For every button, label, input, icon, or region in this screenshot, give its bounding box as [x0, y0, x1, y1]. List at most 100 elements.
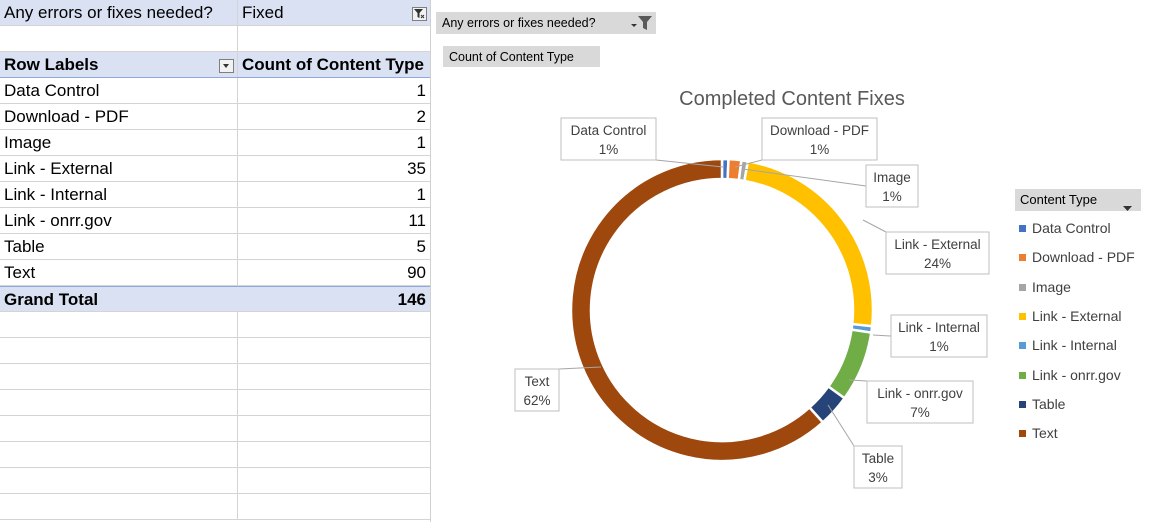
data-label-link-external[interactable]: Link - External 24%	[885, 231, 990, 275]
empty-cell[interactable]	[237, 494, 430, 519]
data-label-percent: 1%	[929, 339, 949, 354]
legend-label: Link - Internal	[1032, 337, 1117, 354]
data-label-table[interactable]: Table 3%	[853, 445, 903, 489]
row-label[interactable]: Table	[4, 237, 45, 256]
legend-label: Text	[1032, 425, 1058, 442]
data-label-data-control[interactable]: Data Control 1%	[560, 117, 657, 161]
table-row: Link - onrr.gov 11	[0, 208, 430, 234]
pivot-filter-label[interactable]: Any errors or fixes needed?	[0, 0, 237, 25]
grand-total-label[interactable]: Grand Total	[4, 290, 99, 309]
empty-cell[interactable]	[0, 442, 237, 467]
empty-row	[0, 338, 430, 364]
row-value[interactable]: 1	[237, 78, 430, 103]
slice-link-external[interactable]	[742, 159, 875, 328]
table-row: Text 90	[0, 260, 430, 286]
empty-cell[interactable]	[0, 364, 237, 389]
data-label-category: Download - PDF	[770, 123, 869, 138]
data-label-box	[865, 164, 919, 208]
data-label-category: Link - External	[894, 237, 980, 252]
slice-link-onrr-gov[interactable]	[826, 328, 873, 400]
funnel-icon[interactable]	[629, 15, 653, 38]
empty-cell[interactable]	[237, 442, 430, 467]
row-value[interactable]: 90	[237, 260, 430, 285]
dropdown-arrow-icon[interactable]	[1123, 197, 1133, 219]
empty-cell[interactable]	[0, 338, 237, 363]
data-label-image[interactable]: Image 1%	[865, 164, 919, 208]
row-label[interactable]: Data Control	[4, 81, 100, 100]
row-label[interactable]: Link - onrr.gov	[4, 211, 112, 230]
row-label[interactable]: Image	[4, 133, 52, 152]
legend-swatch	[1019, 430, 1026, 438]
legend-swatch	[1019, 371, 1026, 379]
row-label[interactable]: Download - PDF	[4, 107, 129, 126]
legend-item-text[interactable]: Text	[1019, 424, 1058, 442]
empty-row	[0, 442, 430, 468]
data-label-link-onrr-gov[interactable]: Link - onrr.gov 7%	[866, 380, 974, 424]
grand-total-value[interactable]: 146	[397, 290, 426, 309]
row-value[interactable]: 5	[237, 234, 430, 259]
row-label[interactable]: Link - External	[4, 159, 113, 178]
row-value[interactable]: 1	[237, 182, 430, 207]
data-label-percent: 1%	[599, 142, 619, 157]
leader-line	[655, 159, 724, 168]
data-label-box	[866, 380, 974, 424]
data-label-text[interactable]: Text 62%	[514, 368, 560, 412]
legend-label: Download - PDF	[1032, 249, 1135, 266]
filter-active-icon[interactable]	[412, 7, 427, 21]
empty-cell[interactable]	[0, 494, 237, 519]
data-label-category: Text	[525, 374, 550, 389]
pivot-filter-row: Any errors or fixes needed? Fixed	[0, 0, 430, 26]
data-label-percent: 3%	[868, 470, 888, 485]
data-label-link-internal[interactable]: Link - Internal 1%	[890, 314, 988, 358]
pivot-chart[interactable]: Any errors or fixes needed? Count of Con…	[430, 0, 1158, 522]
empty-cell[interactable]	[237, 338, 430, 363]
data-label-percent: 1%	[882, 189, 902, 204]
legend-item-table[interactable]: Table	[1019, 395, 1065, 413]
empty-cell[interactable]	[0, 26, 237, 51]
leader-line	[558, 366, 602, 370]
data-label-box	[560, 117, 657, 161]
legend-item-link-onrr-gov[interactable]: Link - onrr.gov	[1019, 366, 1121, 384]
legend-item-download-pdf[interactable]: Download - PDF	[1019, 248, 1135, 266]
empty-cell[interactable]	[237, 390, 430, 415]
pivot-filter-value[interactable]: Fixed	[237, 0, 430, 25]
empty-cell[interactable]	[0, 468, 237, 493]
data-label-box	[853, 445, 903, 489]
legend-item-link-external[interactable]: Link - External	[1019, 307, 1121, 325]
row-value[interactable]: 35	[237, 156, 430, 181]
empty-row	[0, 312, 430, 338]
leader-line	[734, 159, 763, 168]
data-label-category: Data Control	[571, 123, 647, 138]
legend-item-data-control[interactable]: Data Control	[1019, 219, 1111, 237]
empty-cell[interactable]	[0, 312, 237, 337]
data-label-percent: 1%	[810, 142, 830, 157]
data-label-box	[761, 117, 878, 161]
empty-cell[interactable]	[237, 416, 430, 441]
value-header[interactable]: Count of Content Type	[237, 52, 430, 77]
row-value[interactable]: 1	[237, 130, 430, 155]
legend-field-button[interactable]: Content Type	[1015, 189, 1141, 211]
table-row: Download - PDF 2	[0, 104, 430, 130]
row-value[interactable]: 11	[237, 208, 430, 233]
legend-item-link-internal[interactable]: Link - Internal	[1019, 336, 1117, 354]
row-labels-header[interactable]: Row Labels	[0, 52, 237, 77]
empty-cell[interactable]	[237, 364, 430, 389]
row-label[interactable]: Text	[4, 263, 36, 282]
row-value[interactable]: 2	[237, 104, 430, 129]
pivot-header-row: Row Labels Count of Content Type	[0, 52, 430, 78]
slice-text[interactable]	[569, 157, 825, 463]
chevron-down-icon[interactable]	[219, 59, 234, 73]
empty-cell[interactable]	[237, 26, 430, 51]
empty-cell[interactable]	[237, 312, 430, 337]
data-label-download-pdf[interactable]: Download - PDF 1%	[761, 117, 878, 161]
leader-line	[848, 379, 868, 382]
legend-swatch	[1019, 283, 1026, 291]
legend-item-image[interactable]: Image	[1019, 278, 1071, 296]
empty-row	[0, 364, 430, 390]
chart-filter-field-button[interactable]: Any errors or fixes needed?	[436, 12, 656, 34]
empty-cell[interactable]	[0, 416, 237, 441]
empty-cell[interactable]	[237, 468, 430, 493]
row-label[interactable]: Link - Internal	[4, 185, 107, 204]
empty-cell[interactable]	[0, 390, 237, 415]
chart-value-field-button[interactable]: Count of Content Type	[443, 46, 600, 67]
